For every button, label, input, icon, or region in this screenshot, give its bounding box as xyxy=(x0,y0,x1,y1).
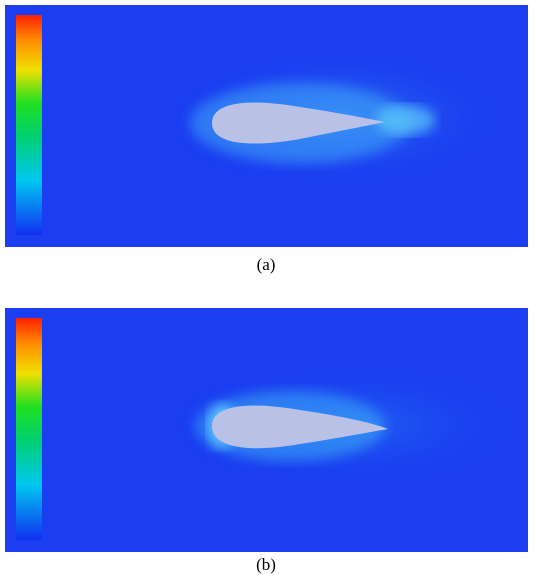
panel-b xyxy=(5,308,530,552)
colorbar xyxy=(16,318,42,540)
colorbar xyxy=(16,15,42,235)
wake xyxy=(375,105,435,135)
caption: (a) xyxy=(257,255,276,274)
panel-a xyxy=(5,5,528,247)
airfoil xyxy=(212,102,385,144)
caption: (b) xyxy=(256,555,276,574)
airfoil xyxy=(212,405,388,449)
